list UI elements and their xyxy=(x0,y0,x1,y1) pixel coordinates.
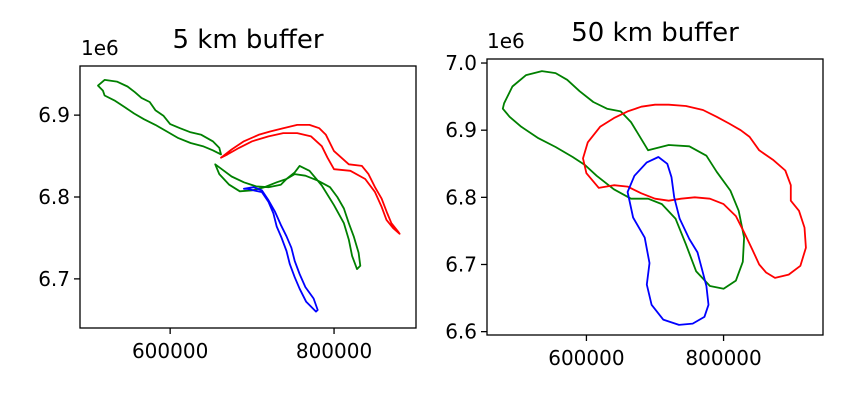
left-plot-frame xyxy=(79,65,417,329)
left-x-tick-label: 800000 xyxy=(296,339,372,363)
left-y-tick-label: 6.9 xyxy=(38,103,70,127)
left-plot-series xyxy=(97,79,401,313)
left-y-tick-label: 6.7 xyxy=(38,267,70,291)
right-panel: 50 km buffer 1e6 600000 800000 6.66.76.86… xyxy=(445,18,824,370)
right-plot-frame xyxy=(486,58,824,336)
left-series-2-line xyxy=(220,124,401,235)
right-x-ticks: 600000 800000 xyxy=(548,335,762,370)
right-y-ticks: 6.6 6.7 6.8 6.9 7.0 xyxy=(445,51,487,344)
right-series-0-line xyxy=(501,70,745,290)
right-y-tick-label: 6.9 xyxy=(445,118,477,142)
left-series-1-line xyxy=(214,163,362,270)
left-series-0-line xyxy=(97,79,222,156)
left-x-ticks: 600000 800000 xyxy=(132,328,372,363)
right-y-offset-label: 1e6 xyxy=(487,29,525,53)
left-panel: 5 km buffer 1e6 600000 800000 6.7 6.8 6.9 xyxy=(38,25,417,363)
right-y-tick-label: 6.6 xyxy=(445,320,477,344)
right-plot-series xyxy=(501,70,807,326)
left-y-offset-label: 1e6 xyxy=(81,36,119,60)
left-y-tick-label: 6.8 xyxy=(38,185,70,209)
right-x-tick-label: 600000 xyxy=(548,346,624,370)
right-x-tick-label: 800000 xyxy=(685,346,761,370)
right-y-tick-label: 7.0 xyxy=(445,51,477,75)
right-series-2-line xyxy=(626,156,710,326)
right-chart-title: 50 km buffer xyxy=(571,18,739,48)
right-series-1-line xyxy=(582,103,807,279)
left-x-tick-label: 600000 xyxy=(132,339,208,363)
right-y-tick-label: 6.8 xyxy=(445,185,477,209)
right-y-tick-label: 6.7 xyxy=(445,252,477,276)
left-chart-title: 5 km buffer xyxy=(172,25,323,55)
left-series-3-line xyxy=(243,186,319,313)
left-y-ticks: 6.7 6.8 6.9 xyxy=(38,103,80,291)
